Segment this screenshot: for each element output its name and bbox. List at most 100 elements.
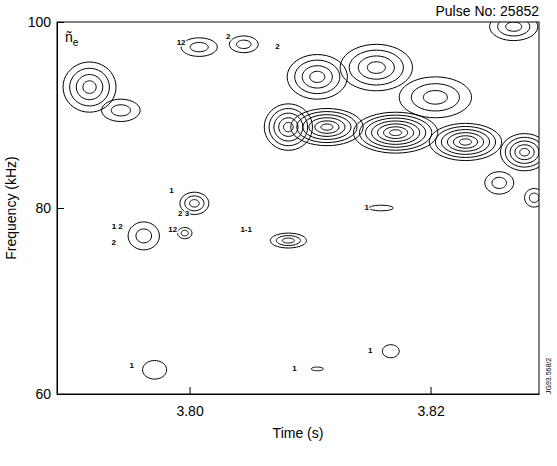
contour-level (492, 177, 506, 188)
contour-level (279, 118, 298, 137)
level-label: 1 2 (112, 222, 124, 231)
contour-level (369, 205, 393, 211)
level-label: 1 (169, 186, 174, 195)
contour-level (303, 115, 351, 140)
y-tick: 80 (35, 200, 64, 216)
level-label: 2 (226, 32, 231, 41)
contour-level (500, 134, 539, 171)
level-labels: 122212 31 22121-11111 (111, 32, 373, 373)
contour-level (506, 22, 522, 31)
contour-level (453, 136, 477, 148)
y-tick-label: 80 (35, 200, 51, 216)
x-tick-label: 3.80 (176, 403, 203, 419)
x-axis: 3.80 3.82 (58, 387, 540, 419)
contour-level (76, 75, 103, 100)
contour-level (447, 133, 483, 152)
y-tick-label: 60 (35, 386, 51, 402)
contour-level (485, 172, 514, 194)
contour-level (309, 118, 345, 137)
contour-level (515, 145, 534, 160)
contour-level (505, 137, 539, 167)
x-tick: 3.80 (176, 387, 203, 419)
contour-level (390, 130, 402, 136)
figure-code: JG93.568/2 (545, 358, 552, 394)
contour-level (70, 68, 110, 106)
level-label: 1 (364, 203, 369, 212)
level-label: 2 (111, 238, 116, 247)
contour-level (510, 141, 539, 163)
contour-level (349, 50, 403, 85)
contour-level (315, 121, 339, 133)
y-tick: 100 (28, 14, 64, 30)
contour-level (297, 112, 357, 143)
contour-level (282, 238, 294, 243)
contour-level (302, 66, 332, 88)
contour-level (291, 108, 363, 145)
contour-level (311, 367, 323, 371)
contours (63, 22, 539, 379)
level-label: 12 (168, 225, 177, 234)
contour-level (190, 200, 200, 207)
contour-level (358, 56, 394, 79)
contour-level (310, 71, 325, 82)
contour-level (274, 113, 303, 141)
contour-level (128, 222, 159, 250)
contour-level (229, 36, 258, 53)
contour-level (525, 188, 539, 207)
contour-level (378, 124, 414, 142)
contour-level (270, 233, 306, 248)
contour-level (340, 44, 412, 91)
plot-frame (57, 22, 539, 394)
contour-level (287, 55, 347, 100)
title: Pulse No: 25852 (435, 3, 539, 19)
y-tick-label: 100 (28, 14, 52, 30)
x-tick-label: 3.82 (417, 403, 444, 419)
level-label: 2 (275, 42, 280, 51)
contour-level (136, 229, 152, 243)
contour-level (435, 126, 495, 157)
level-label: 1-1 (240, 225, 252, 234)
x-tick-mark (431, 387, 432, 394)
contour-level (367, 62, 385, 74)
contour-level (520, 148, 530, 155)
contour-level (372, 121, 420, 144)
contour-level (264, 104, 312, 151)
x-axis-title: Time (s) (273, 425, 324, 441)
level-label: 1 (292, 364, 297, 373)
y-tick: 60 (35, 386, 64, 402)
x-axis-line (58, 394, 540, 395)
contour-level (353, 112, 437, 153)
contour-level (111, 105, 130, 116)
contour-level (83, 81, 96, 94)
contour-level (365, 118, 425, 147)
contour-level (459, 139, 471, 145)
level-label: 1 (368, 346, 373, 355)
variable-symbol: ñ (65, 29, 73, 45)
contour-level (429, 123, 501, 160)
contour-level (63, 62, 116, 112)
y-tick-mark (57, 208, 64, 209)
contour-level (529, 193, 539, 202)
contour-level (382, 345, 399, 358)
contour-level (321, 124, 333, 130)
y-tick-mark (57, 394, 64, 395)
contour-level (384, 127, 408, 139)
contour-level (143, 361, 167, 380)
contour-level (181, 38, 217, 57)
contour-level (178, 228, 192, 239)
x-tick-mark (190, 387, 191, 394)
contour-level (441, 130, 489, 155)
variable-label: ñe (65, 29, 79, 48)
y-axis-title: Frequency (kHz) (3, 156, 19, 259)
level-label: 1 (129, 361, 134, 370)
contour-level (237, 40, 251, 48)
contour-level (399, 77, 471, 118)
contour-level (411, 84, 459, 111)
plot: 3.803.826080100122212 31 22121-11111ñe (28, 13, 549, 419)
contour-level (490, 22, 538, 41)
level-label: 2 3 (178, 209, 190, 218)
contour-level (423, 91, 447, 105)
x-tick: 3.82 (417, 387, 444, 419)
chart: 3.803.826080100122212 31 22121-11111ñePu… (0, 0, 557, 466)
contour-level (276, 236, 300, 246)
